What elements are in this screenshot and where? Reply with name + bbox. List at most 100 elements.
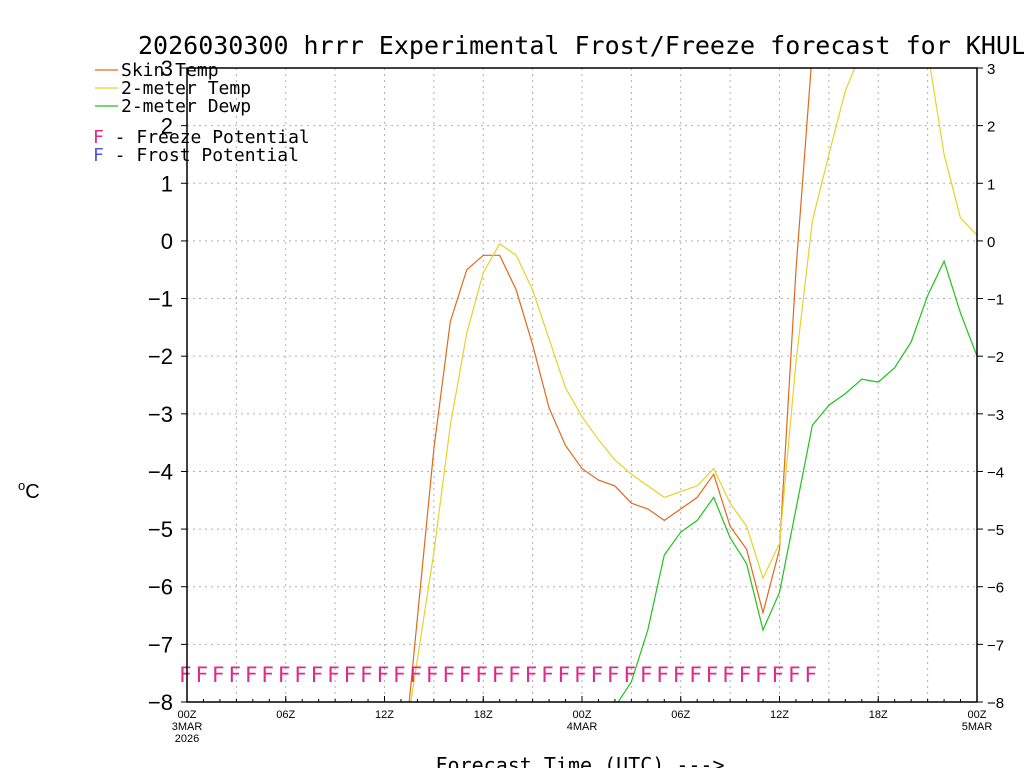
x-tick-sublabel: 3MAR xyxy=(172,721,203,733)
chart-title: 2026030300 hrrr Experimental Frost/Freez… xyxy=(138,31,1024,60)
freeze-flag: F xyxy=(706,663,719,687)
x-tick-sublabel: 4MAR xyxy=(567,721,598,733)
y-tick-label: −2 xyxy=(148,344,173,369)
y-axis-label: oC xyxy=(18,478,40,503)
x-tick-label: 00Z xyxy=(178,709,197,721)
series-line-skin-temp xyxy=(408,68,812,702)
x-tick-label: 00Z xyxy=(573,709,592,721)
y-tick-label-right: −2 xyxy=(987,349,1004,366)
y-tick-label: −6 xyxy=(148,575,173,600)
freeze-flag: F xyxy=(360,663,373,687)
freeze-flag: F xyxy=(327,663,340,687)
freeze-flag: F xyxy=(541,663,554,687)
freeze-flag: F xyxy=(261,663,274,687)
freeze-flag: F xyxy=(755,663,768,687)
x-tick-label: 18Z xyxy=(869,709,888,721)
freeze-flag: F xyxy=(673,663,686,687)
freeze-flag: F xyxy=(558,663,571,687)
freeze-flag: F xyxy=(475,663,488,687)
y-unit: C xyxy=(25,481,39,503)
freeze-flag: F xyxy=(722,663,735,687)
series-lines xyxy=(408,68,977,702)
y-tick-label: −1 xyxy=(148,287,173,312)
y-tick-label-right: −8 xyxy=(987,695,1004,712)
legend-label: 2-meter Dewp xyxy=(121,96,251,117)
freeze-flag: F xyxy=(212,663,225,687)
y-tick-label-right: 3 xyxy=(987,61,995,78)
y-tick-label: −5 xyxy=(148,517,173,542)
freeze-flag: F xyxy=(590,663,603,687)
freeze-flag: F xyxy=(228,663,241,687)
flag-legend-letter: F xyxy=(93,127,104,148)
y-tick-label: 3 xyxy=(161,56,173,81)
freeze-flag: F xyxy=(508,663,521,687)
x-tick-sublabel: 2026 xyxy=(175,733,199,745)
y-tick-label-right: −3 xyxy=(987,407,1004,424)
freeze-flag: F xyxy=(804,663,817,687)
y-tick-label: 1 xyxy=(161,171,173,196)
freeze-flag: F xyxy=(574,663,587,687)
grid xyxy=(186,67,978,703)
y-tick-label-right: −4 xyxy=(987,464,1004,481)
y-tick-label-right: −1 xyxy=(987,292,1004,309)
x-tick-label: 18Z xyxy=(474,709,493,721)
x-tick-label: 06Z xyxy=(671,709,690,721)
freeze-flag: F xyxy=(195,663,208,687)
freeze-flag: F xyxy=(656,663,669,687)
legend-label: 2-meter Temp xyxy=(121,78,251,99)
freeze-flag: F xyxy=(377,663,390,687)
flag-legend-entry: F - Frost Potential xyxy=(93,145,299,166)
y-tick-label-right: −5 xyxy=(987,522,1004,539)
freeze-flag: F xyxy=(344,663,357,687)
y-tick-label-right: 2 xyxy=(987,119,995,136)
y-tick-label-right: −6 xyxy=(987,580,1004,597)
freeze-flag: F xyxy=(640,663,653,687)
flag-legend-text: - Freeze Potential xyxy=(104,127,310,148)
x-tick-sublabel: 5MAR xyxy=(962,721,993,733)
y-axis-left: 3 2 1 0 −1 −2 −3 −4 −5 −6 −7 −8 xyxy=(148,56,187,715)
freeze-flag: F xyxy=(525,663,538,687)
x-tick-label: 12Z xyxy=(770,709,789,721)
x-axis-label: Forecast Time (UTC) ---> xyxy=(436,753,725,768)
freeze-flag: F xyxy=(245,663,258,687)
freeze-flag: F xyxy=(442,663,455,687)
freeze-flag: F xyxy=(459,663,472,687)
flag-legend-letter: F xyxy=(93,145,104,166)
freeze-flag: F xyxy=(179,663,192,687)
freeze-flag: F xyxy=(607,663,620,687)
freeze-flag: F xyxy=(409,663,422,687)
freeze-flag: F xyxy=(311,663,324,687)
y-tick-label-right: 0 xyxy=(987,234,995,251)
y-tick-label-right: −7 xyxy=(987,637,1004,654)
series-line-2-meter-dewp xyxy=(617,259,977,702)
freeze-flag: F xyxy=(623,663,636,687)
series-line-2-meter-temp xyxy=(410,68,977,702)
y-tick-label-right: 1 xyxy=(987,176,995,193)
y-tick-label: 2 xyxy=(161,114,173,139)
flag-legend-entry: F - Freeze Potential xyxy=(93,127,310,148)
y-tick-label: −4 xyxy=(148,459,173,484)
y-tick-label: −7 xyxy=(148,632,173,657)
freeze-flag: F xyxy=(278,663,291,687)
degree-superscript: o xyxy=(18,478,25,493)
x-tick-label: 00Z xyxy=(968,709,987,721)
freeze-flag: F xyxy=(492,663,505,687)
y-tick-label: 0 xyxy=(161,229,173,254)
freeze-flag: F xyxy=(426,663,439,687)
freeze-flag: F xyxy=(689,663,702,687)
freeze-flag: F xyxy=(294,663,307,687)
plot-frame xyxy=(186,67,978,703)
x-tick-label: 06Z xyxy=(276,709,295,721)
freeze-flag: F xyxy=(788,663,801,687)
y-tick-label: −3 xyxy=(148,402,173,427)
freeze-flag: F xyxy=(772,663,785,687)
x-tick-label: 12Z xyxy=(375,709,394,721)
freeze-flag: F xyxy=(739,663,752,687)
legend-label: Skin Temp xyxy=(121,60,219,81)
y-axis-right: 3 2 1 0 −1 −2 −3 −4 −5 −6 −7 −8 xyxy=(977,61,1004,712)
y-tick-label: −8 xyxy=(148,690,173,715)
